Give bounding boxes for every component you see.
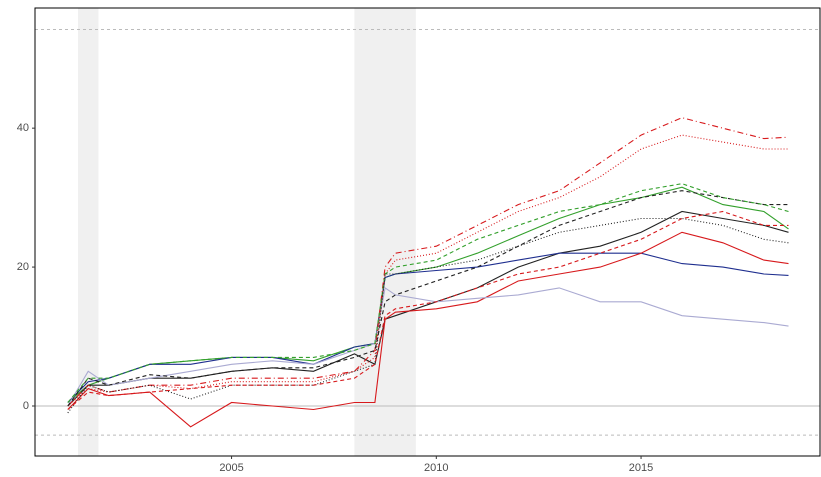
series-line: [67, 134, 789, 407]
series-line: [67, 210, 789, 407]
plot-border: [34, 7, 821, 457]
x-tick-label: 2015: [629, 462, 653, 474]
series-line: [67, 183, 789, 403]
x-tick-label: 2005: [219, 462, 243, 474]
y-tick-label: 40: [17, 122, 29, 134]
y-tick-label: 20: [17, 261, 29, 273]
series-line: [67, 231, 789, 428]
series-line: [67, 117, 789, 407]
x-tick-label: 2010: [424, 462, 448, 474]
series-line: [67, 286, 789, 407]
recession-band: [77, 8, 99, 456]
series-line: [67, 252, 789, 403]
series-line: [67, 217, 789, 414]
y-tick-label: 0: [23, 400, 29, 412]
series-line: [67, 210, 789, 410]
recession-band: [354, 8, 416, 456]
series-line: [67, 190, 789, 407]
